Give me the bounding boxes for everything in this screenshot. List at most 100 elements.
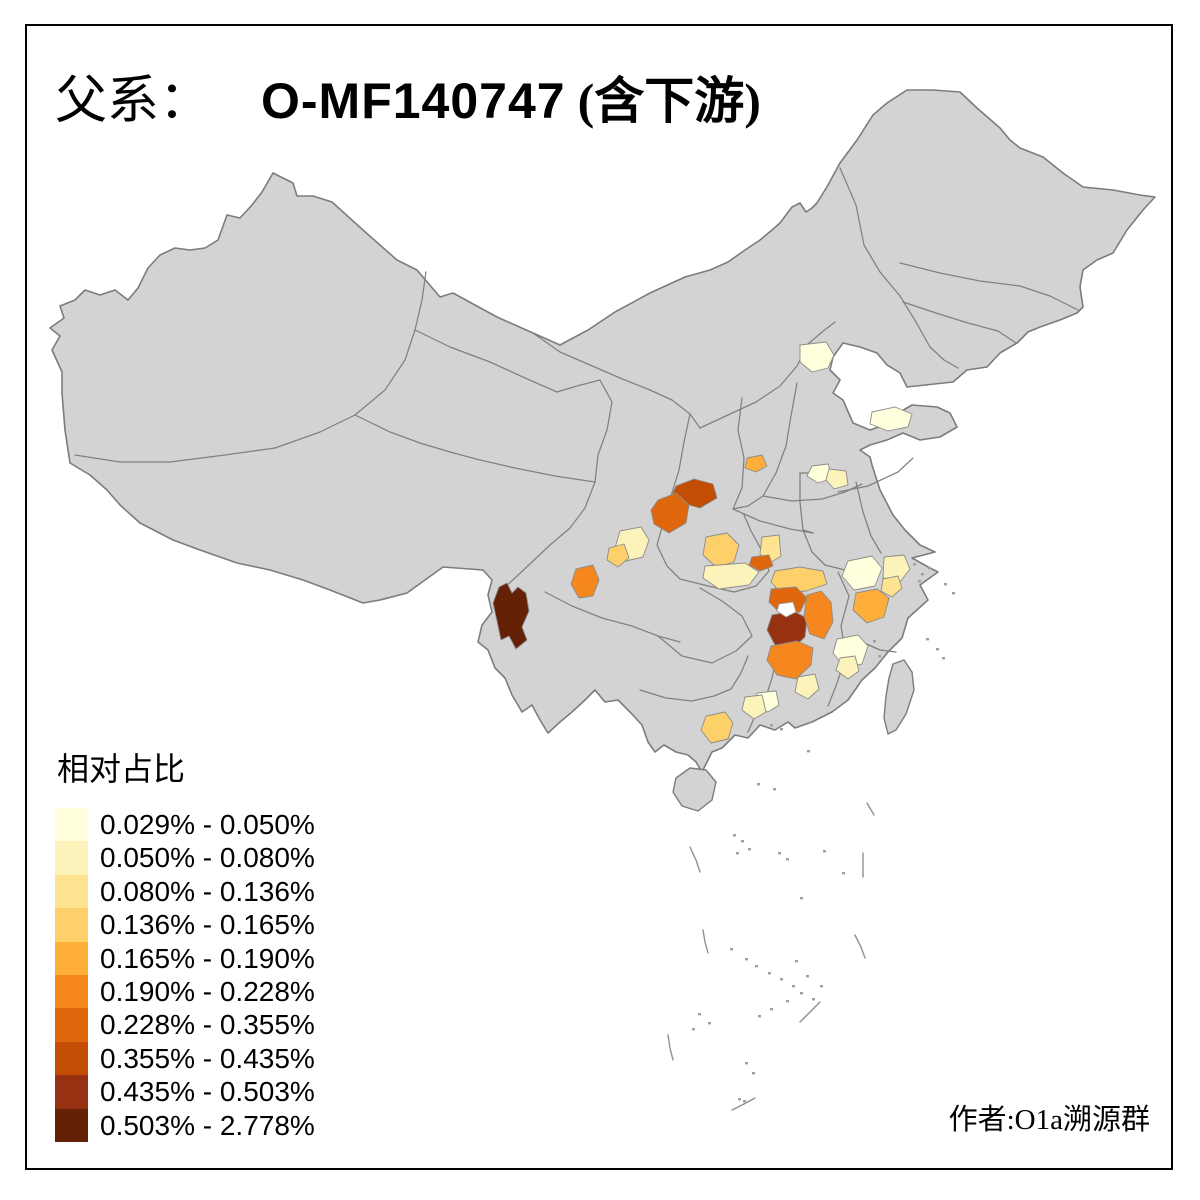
legend-swatch bbox=[55, 908, 88, 942]
province-border bbox=[657, 587, 753, 664]
legend-row: 0.080% - 0.136% bbox=[55, 874, 315, 909]
province-border bbox=[855, 481, 882, 554]
islet-speck bbox=[745, 1062, 748, 1065]
title-haplogroup: O-MF140747 bbox=[261, 73, 566, 129]
islet-speck bbox=[918, 580, 921, 583]
map-region-bin-6[interactable] bbox=[803, 590, 834, 640]
map-region-bin-1[interactable] bbox=[799, 341, 835, 373]
legend-row: 0.435% - 0.503% bbox=[55, 1075, 315, 1109]
islet-speck bbox=[926, 638, 929, 641]
province-border bbox=[449, 451, 596, 483]
islet-speck bbox=[812, 998, 815, 1001]
sea-dash bbox=[731, 1097, 756, 1111]
islet-speck bbox=[952, 592, 955, 595]
map-region-bin-3[interactable] bbox=[880, 575, 903, 598]
lake bbox=[776, 601, 797, 618]
map-region-bin-2[interactable] bbox=[835, 655, 860, 680]
islet-speck bbox=[780, 978, 783, 981]
legend-label: 0.136% - 0.165% bbox=[100, 909, 315, 941]
islet-speck bbox=[743, 1100, 746, 1103]
legend-swatch bbox=[55, 1041, 88, 1076]
islet-speck bbox=[942, 657, 945, 660]
islet-speck bbox=[733, 834, 736, 837]
legend-row: 0.165% - 0.190% bbox=[55, 941, 315, 975]
legend-row: 0.355% - 0.435% bbox=[55, 1041, 315, 1076]
islet-speck bbox=[757, 783, 760, 786]
islet-speck bbox=[873, 640, 876, 643]
islet-speck bbox=[792, 985, 795, 988]
islet-speck bbox=[936, 648, 939, 651]
map-region-bin-2[interactable] bbox=[741, 694, 767, 720]
legend-row: 0.228% - 0.355% bbox=[55, 1008, 315, 1042]
legend-swatch bbox=[55, 1008, 88, 1042]
map-region-bin-4[interactable] bbox=[702, 532, 740, 568]
map-region-bin-1[interactable] bbox=[869, 406, 913, 432]
province-border bbox=[414, 329, 601, 393]
title-prefix: 父系： bbox=[55, 73, 212, 130]
islet-speck bbox=[780, 728, 783, 731]
sea-dash bbox=[799, 1001, 821, 1023]
islet-speck bbox=[820, 985, 823, 988]
map-region-bin-7[interactable] bbox=[650, 492, 690, 534]
island-taiwan bbox=[883, 659, 915, 735]
legend-label: 0.503% - 2.778% bbox=[100, 1109, 315, 1141]
islet-speck bbox=[921, 573, 924, 576]
province-border bbox=[699, 321, 836, 429]
islet-speck bbox=[878, 655, 881, 658]
province-border bbox=[501, 481, 596, 591]
map-region-bin-4[interactable] bbox=[770, 566, 828, 594]
map-region-bin-2[interactable] bbox=[794, 673, 820, 700]
map-region-bin-1[interactable] bbox=[841, 555, 883, 591]
legend-swatch bbox=[55, 808, 88, 842]
map-region-bin-5[interactable] bbox=[744, 454, 768, 473]
island-hainan bbox=[672, 767, 717, 812]
map-region-bin-2[interactable] bbox=[825, 468, 849, 490]
province-border bbox=[594, 379, 613, 483]
islet-speck bbox=[738, 1098, 741, 1101]
map-region-bin-4[interactable] bbox=[700, 711, 734, 744]
islet-speck bbox=[944, 583, 947, 586]
legend-label: 0.050% - 0.080% bbox=[100, 842, 315, 874]
map-region-bin-10[interactable] bbox=[492, 582, 530, 650]
islet-speck bbox=[730, 948, 733, 951]
province-border bbox=[354, 414, 451, 453]
map-region-bin-5[interactable] bbox=[852, 588, 890, 624]
map-region-bin-4[interactable] bbox=[606, 543, 630, 568]
map-region-bin-2[interactable] bbox=[882, 554, 911, 583]
map-region-bin-7[interactable] bbox=[748, 554, 774, 572]
islet-speck bbox=[692, 1028, 695, 1031]
legend-label: 0.190% - 0.228% bbox=[100, 975, 315, 1007]
map-region-bin-2[interactable] bbox=[702, 562, 760, 590]
islet-speck bbox=[770, 1008, 773, 1011]
province-border bbox=[837, 457, 914, 493]
province-border bbox=[679, 514, 770, 593]
province-border bbox=[732, 397, 745, 510]
province-border bbox=[544, 591, 681, 643]
legend-title: 相对占比 bbox=[57, 751, 186, 787]
province-border bbox=[839, 167, 959, 369]
map-region-bin-6[interactable] bbox=[766, 640, 814, 680]
islet-speck bbox=[758, 1015, 761, 1018]
islet-speck bbox=[807, 750, 810, 753]
sea-dash bbox=[667, 1034, 674, 1061]
islet-speck bbox=[795, 960, 798, 963]
islet-speck bbox=[928, 567, 931, 570]
map-region-bin-6[interactable] bbox=[570, 564, 600, 599]
legend-swatch bbox=[55, 874, 88, 909]
legend: 相对占比 0.029% - 0.050% 0.050% - 0.080% 0.080… bbox=[55, 744, 315, 1142]
legend-label: 0.355% - 0.435% bbox=[100, 1042, 315, 1074]
province-border bbox=[732, 508, 814, 534]
province-border bbox=[532, 332, 701, 429]
province-border bbox=[861, 641, 897, 653]
islet-speck bbox=[800, 897, 803, 900]
mainland-china bbox=[49, 89, 1156, 773]
islet-speck bbox=[773, 788, 776, 791]
islet-speck bbox=[770, 724, 773, 727]
legend-row: 0.029% - 0.050% bbox=[55, 808, 315, 842]
legend-row: 0.190% - 0.228% bbox=[55, 974, 315, 1009]
islet-speck bbox=[786, 1000, 789, 1003]
sea-dash bbox=[689, 846, 701, 873]
islet-speck bbox=[800, 992, 803, 995]
islet-speck bbox=[755, 965, 758, 968]
